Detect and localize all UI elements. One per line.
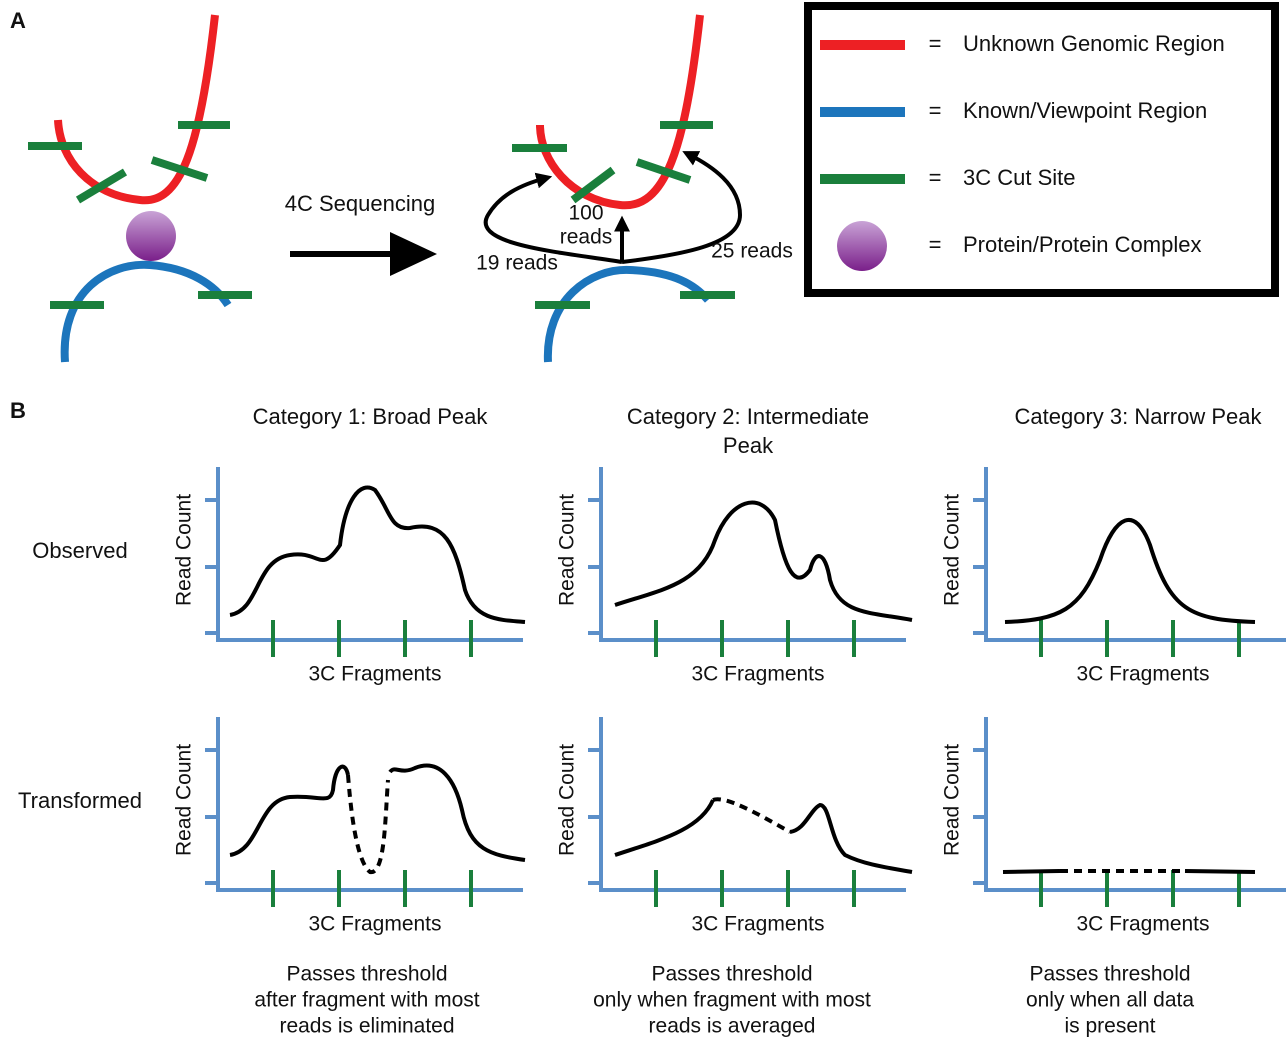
legend-symbol: = <box>929 232 942 257</box>
arrow-head <box>390 232 437 276</box>
panel-b: B Category 1: Broad Peak Category 2: Inte… <box>10 398 1286 1038</box>
y-axis-label: Read Count <box>556 494 579 606</box>
x-axis-label: 3C Fragments <box>1076 913 1209 936</box>
signal-curve <box>713 799 790 832</box>
legend-symbol: = <box>929 98 942 123</box>
protein <box>126 211 176 261</box>
x-axis-label: 3C Fragments <box>308 913 441 936</box>
caption: Passes threshold <box>651 963 812 986</box>
axes <box>601 467 906 640</box>
legend-text: Unknown Genomic Region <box>963 31 1225 56</box>
y-axis-label: Read Count <box>556 744 579 856</box>
signal-curve <box>230 767 348 855</box>
read-label: 19 reads <box>476 252 558 275</box>
left-schematic <box>28 15 252 362</box>
y-axis-label: Read Count <box>173 494 196 606</box>
caption: only when all data <box>1026 989 1194 1012</box>
caption: is present <box>1064 1015 1155 1038</box>
row-label: Transformed <box>18 788 142 813</box>
column-title: Category 2: Intermediate <box>627 404 869 429</box>
plot: Read Count 3C Fragments <box>556 467 912 686</box>
signal-curve <box>1005 520 1255 622</box>
axes <box>986 717 1286 890</box>
y-axis-label: Read Count <box>173 744 196 856</box>
caption: only when fragment with most <box>593 989 871 1012</box>
plot: Read Count 3C Fragments <box>941 467 1286 686</box>
legend: = Unknown Genomic Region = Known/Viewpoint … <box>820 31 1225 271</box>
right-schematic <box>486 15 740 362</box>
plot: Read Count 3C Fragments <box>941 717 1286 936</box>
signal-curve <box>390 766 525 860</box>
x-axis-label: 3C Fragments <box>308 663 441 686</box>
axes <box>601 717 906 890</box>
caption: reads is averaged <box>649 1015 816 1038</box>
legend-text: Known/Viewpoint Region <box>963 98 1207 123</box>
caption: Passes threshold <box>1029 963 1190 986</box>
x-axis-label: 3C Fragments <box>691 913 824 936</box>
signal-curve <box>1185 871 1255 872</box>
panel-label: B <box>10 398 26 423</box>
caption: reads is eliminated <box>279 1015 454 1038</box>
panel-label: A <box>10 8 26 33</box>
plot: Read Count 3C Fragments <box>173 467 525 686</box>
signal-curve <box>1003 871 1060 872</box>
signal-curve <box>230 487 525 622</box>
viewpoint-region <box>65 265 228 362</box>
legend-symbol: = <box>929 31 942 56</box>
axes <box>218 717 523 890</box>
signal-curve <box>615 503 912 620</box>
legend-text: Protein/Protein Complex <box>963 232 1201 257</box>
y-axis-label: Read Count <box>941 494 964 606</box>
x-axis-label: 3C Fragments <box>1076 663 1209 686</box>
read-label: 25 reads <box>711 240 793 263</box>
y-axis-label: Read Count <box>941 744 964 856</box>
x-axis-label: 3C Fragments <box>691 663 824 686</box>
plot: Read Count 3C Fragments <box>556 717 912 936</box>
column-title: Category 3: Narrow Peak <box>1015 404 1263 429</box>
plot: Read Count 3C Fragments <box>173 717 525 936</box>
column-title: Category 1: Broad Peak <box>253 404 489 429</box>
row-label: Observed <box>32 538 127 563</box>
axes <box>218 467 523 640</box>
signal-curve <box>615 800 713 855</box>
caption: Passes threshold <box>286 963 447 986</box>
arrow-label: 4C Sequencing <box>285 191 435 216</box>
legend-text: 3C Cut Site <box>963 165 1076 190</box>
read-label: 100 <box>568 202 603 225</box>
signal-curve <box>790 805 912 872</box>
figure: A 4C Sequencing 100 <box>0 0 1286 1039</box>
column-title: Peak <box>723 433 774 458</box>
legend-symbol: = <box>929 165 942 190</box>
read-label: reads <box>560 226 613 249</box>
panel-a: A 4C Sequencing 100 <box>10 6 1275 362</box>
legend-swatch <box>837 221 887 271</box>
axes <box>986 467 1286 640</box>
signal-curve <box>348 775 388 872</box>
caption: after fragment with most <box>254 989 479 1012</box>
